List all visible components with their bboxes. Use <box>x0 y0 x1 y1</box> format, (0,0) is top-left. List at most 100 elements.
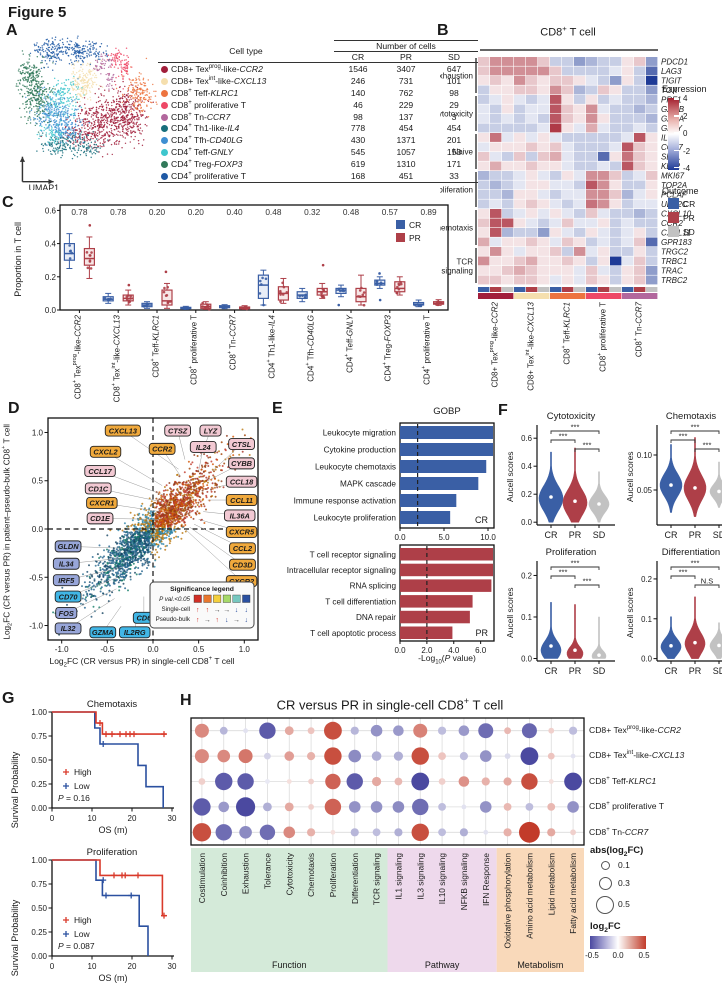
svg-text:TIGIT: TIGIT <box>661 77 683 86</box>
size-legend-title: abs(log2FC) <box>590 845 644 858</box>
panel-e-label: E <box>272 400 283 417</box>
dotplot-row-label: CD8+ proliferative T <box>589 801 665 812</box>
svg-text:0.78: 0.78 <box>110 207 127 217</box>
svg-text:0.4: 0.4 <box>45 240 57 249</box>
panel-h-label: H <box>180 692 192 709</box>
color-legend-tick: 0.0 <box>612 951 624 960</box>
svg-text:Proliferation: Proliferation <box>440 186 473 195</box>
color-legend-bar <box>590 936 646 949</box>
color-legend-title: log2FC <box>590 921 621 934</box>
svg-text:0.57: 0.57 <box>382 207 399 217</box>
boxplot-category-label: CD4+ Treg-FOXP3 <box>382 315 394 382</box>
svg-text:TOP2A: TOP2A <box>661 181 687 190</box>
cell-type-table: Cell type Number of cells CR PR SD CD8+ Texpr… <box>158 40 478 183</box>
boxplot-category-label: CD4+ Th1-like-IL4 <box>266 315 277 379</box>
expression-tick: -4 <box>683 164 691 173</box>
gobp-title: GOBP <box>433 406 461 417</box>
table-row: CD8+ Tn-CCR7 98 137 3 <box>158 111 478 123</box>
svg-text:0.48: 0.48 <box>343 207 360 217</box>
outcome-legend-item: SD <box>668 226 695 237</box>
cd8-heatmap: PDCD1LAG3TIGITTOXPRF1GZMBGZMAGNLYIL7RCCR… <box>440 49 692 299</box>
heatmap-column-label: CD8+ Teff-KLRC1 <box>561 302 572 365</box>
table-row: CD4+ Th1-like-IL4 778 454 454 <box>158 122 478 134</box>
dotplot-row-label: CD8+ Teff-KLRC1 <box>589 775 657 786</box>
size-legend-label: 0.3 <box>618 877 630 888</box>
svg-text:0.40: 0.40 <box>227 207 244 217</box>
boxplot-category-label: CD8+ Texint-like-CXCL13 <box>110 315 122 403</box>
svg-text:PR: PR <box>409 233 421 243</box>
scatter-y-label: Log2FC (CR versus PR) in patient–pseudo-… <box>1 424 14 640</box>
svg-text:0.89: 0.89 <box>421 207 438 217</box>
cell-count-table: Cell type Number of cells CR PR SD CD8+ Texpr… <box>158 40 478 183</box>
size-legend-label: 0.1 <box>618 859 630 870</box>
outcome-legend-title: Outcome <box>662 186 699 196</box>
svg-text:TRBC1: TRBC1 <box>661 257 687 266</box>
table-row: CD8+ proliferative T 46 229 29 <box>158 99 478 111</box>
panel-b-label: B <box>437 22 449 39</box>
boxplot-category-label: CD8+ Tn-CCR7 <box>227 315 238 371</box>
panel-d-label: D <box>8 400 20 417</box>
panel-f-label: F <box>498 402 508 419</box>
svg-text:Exhaustion: Exhaustion <box>440 72 473 81</box>
svg-text:0.6: 0.6 <box>45 206 57 215</box>
size-legend-label: 0.5 <box>618 899 630 909</box>
umap-plot: UMAP2UMAP1 <box>15 35 158 190</box>
svg-text:0.32: 0.32 <box>304 207 321 217</box>
dotplot-legend: abs(log2FC) 0.1 0.3 0.5 log2FC -0.5 0.0 0.5 <box>585 845 722 995</box>
table-row: CD8+ Texint-like-CXCL13 246 731 101 <box>158 75 478 87</box>
svg-text:0.0: 0.0 <box>45 306 57 315</box>
expression-legend-title: Expression <box>662 84 707 94</box>
svg-text:0.20: 0.20 <box>149 207 166 217</box>
svg-text:TRAC: TRAC <box>661 267 683 276</box>
dotplot-row-label: CD8+ Tn-CCR7 <box>589 826 649 837</box>
expression-tick: 4 <box>683 94 688 103</box>
boxplot-category-label: CD8+ Texprog-like-CCR2 <box>72 315 83 400</box>
table-row: CD4+ Treg-FOXP3 619 1310 171 <box>158 158 478 170</box>
outcome-legend-item: PR <box>668 212 695 223</box>
svg-text:Naive: Naive <box>453 148 474 157</box>
panel-a-label: A <box>6 22 18 39</box>
heatmap-title: CD8+ T cell <box>540 24 596 39</box>
heatmap-column-label: CD8+ Texprog-like-CCR2 <box>489 302 500 388</box>
table-row: CD4+ Teff-GNLY 545 1057 153 <box>158 146 478 158</box>
boxplot-category-label: CD8+ proliferative T <box>188 315 200 385</box>
color-legend-tick: -0.5 <box>585 951 599 960</box>
svg-text:UMAP1: UMAP1 <box>29 183 60 190</box>
heatmap-column-label: CD8+ Tn-CCR7 <box>633 302 644 358</box>
svg-text:LAG3: LAG3 <box>661 67 682 76</box>
panel-c-label: C <box>2 194 14 211</box>
svg-text:GPR183: GPR183 <box>661 238 692 247</box>
expression-tick: 0 <box>683 129 688 138</box>
svg-text:PCLAF: PCLAF <box>661 191 688 200</box>
expression-tick: 2 <box>683 111 688 121</box>
dotplot-row-label: CD8+ Texint-like-CXCL13 <box>589 750 685 761</box>
svg-text:CR: CR <box>409 220 421 230</box>
dotplot-title: CR versus PR in single-cell CD8+ T cell <box>276 696 504 713</box>
svg-text:0.2: 0.2 <box>45 273 57 282</box>
svg-text:MKI67: MKI67 <box>661 172 685 181</box>
expression-tick: -2 <box>683 146 691 156</box>
svg-text:CCR2: CCR2 <box>661 219 683 228</box>
table-row: CD8+ Teff-KLRC1 140 762 98 <box>158 87 478 99</box>
heatmap-column-label: CD8+ proliferative T <box>597 302 608 372</box>
table-row: CD4+ proliferative T 168 451 33 <box>158 170 478 183</box>
table-row: CD4+ Tfh-CD40LG 430 1371 201 <box>158 134 478 146</box>
svg-text:PDCD1: PDCD1 <box>661 58 688 67</box>
svg-text:0.48: 0.48 <box>265 207 282 217</box>
boxplot-category-label: CD8+ Teff-KLRC1 <box>149 315 161 378</box>
proportion-boxplot: 0.0 0.2 0.4 0.6 0.78 0.78 0.20 0.20 0.40 0.48 0.32… <box>45 204 449 315</box>
svg-text:0.20: 0.20 <box>188 207 205 217</box>
figure-title: Figure 5 <box>8 4 67 21</box>
boxplot-y-label: Proportion in T cell <box>13 222 23 297</box>
log2fc-scatter: -1.0-1.0-0.5-0.50.00.00.50.51.01.0 CXCL13… <box>29 417 259 654</box>
svg-text:TRBC2: TRBC2 <box>661 276 688 285</box>
svg-text:Chemotaxis: Chemotaxis <box>440 224 473 233</box>
